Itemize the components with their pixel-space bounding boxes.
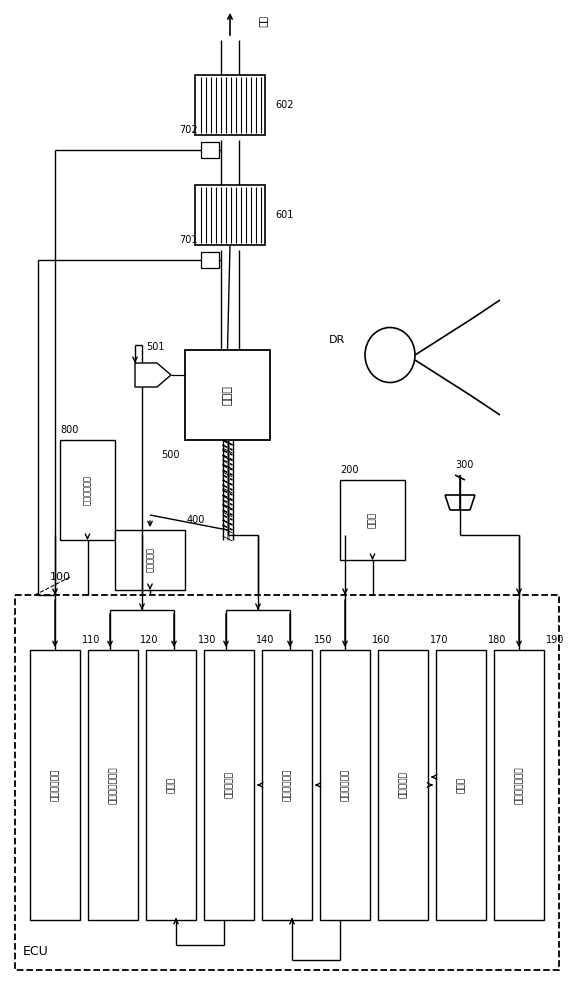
Text: ECU: ECU: [23, 945, 49, 958]
Bar: [115, 530, 185, 590]
Bar: [494, 650, 544, 920]
Bar: [201, 142, 219, 158]
Text: 结果存储部: 结果存储部: [398, 772, 408, 798]
Text: 701: 701: [180, 235, 198, 245]
Text: 180: 180: [488, 635, 506, 645]
Text: 增大量判定部: 增大量判定部: [282, 769, 292, 801]
Text: 临界量设定部: 临界量设定部: [340, 769, 350, 801]
Text: 140: 140: [256, 635, 274, 645]
Text: 160: 160: [372, 635, 390, 645]
Bar: [340, 480, 405, 560]
Text: 500: 500: [161, 450, 180, 460]
Text: 空燃比识别部: 空燃比识别部: [51, 769, 60, 801]
Bar: [378, 650, 428, 920]
Text: 燃料喷射控制部: 燃料喷射控制部: [108, 766, 118, 804]
Bar: [185, 350, 270, 440]
Text: 702: 702: [179, 125, 198, 135]
Bar: [30, 650, 80, 920]
Text: 150: 150: [314, 635, 332, 645]
Text: DR: DR: [329, 335, 345, 345]
Polygon shape: [135, 363, 171, 387]
Bar: [15, 595, 559, 970]
Text: 变速控制部: 变速控制部: [224, 772, 234, 798]
Bar: [436, 650, 486, 920]
Text: 监测部: 监测部: [166, 777, 176, 793]
Bar: [195, 185, 265, 245]
Bar: [320, 650, 370, 920]
Text: 800: 800: [60, 425, 79, 435]
Text: 加速度检测器: 加速度检测器: [83, 475, 92, 505]
Text: 190: 190: [546, 635, 564, 645]
Text: 120: 120: [140, 635, 158, 645]
Text: 废气: 废气: [258, 16, 268, 28]
Text: 车辆状态检测部: 车辆状态检测部: [514, 766, 523, 804]
Text: 显示部: 显示部: [368, 512, 377, 528]
Text: 110: 110: [82, 635, 100, 645]
Text: 400: 400: [187, 515, 205, 525]
Bar: [88, 650, 138, 920]
Text: 发动机: 发动机: [223, 385, 232, 405]
Bar: [146, 650, 196, 920]
Text: 501: 501: [146, 342, 164, 352]
Text: 200: 200: [340, 465, 359, 475]
Bar: [204, 650, 254, 920]
Text: 诊断部: 诊断部: [456, 777, 466, 793]
Text: 有级变速器: 有级变速器: [145, 548, 154, 572]
Text: 601: 601: [275, 210, 293, 220]
Bar: [60, 440, 115, 540]
Text: 130: 130: [198, 635, 216, 645]
Text: 170: 170: [430, 635, 448, 645]
Text: 100: 100: [50, 572, 71, 582]
Text: 300: 300: [455, 460, 474, 470]
Bar: [201, 252, 219, 268]
Bar: [262, 650, 312, 920]
Bar: [195, 75, 265, 135]
Text: 602: 602: [275, 100, 293, 110]
